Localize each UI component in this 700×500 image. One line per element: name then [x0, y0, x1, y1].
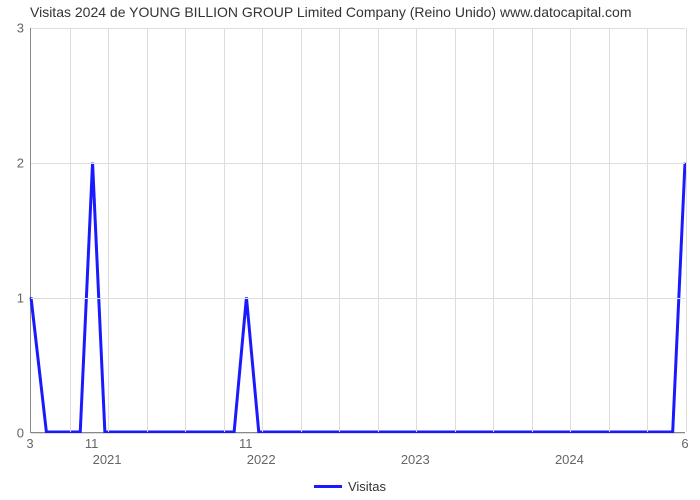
gridline-v: [70, 28, 71, 432]
x-axis-secondary-label: 3: [26, 436, 33, 451]
gridline-h: [31, 163, 685, 164]
gridline-v: [185, 28, 186, 432]
plot-area: [30, 28, 685, 433]
y-axis-label: 1: [10, 291, 24, 306]
gridline-v: [301, 28, 302, 432]
x-axis-year-label: 2023: [401, 452, 430, 467]
x-axis-secondary-label: 11: [85, 436, 99, 451]
x-axis-secondary-label: 11: [239, 436, 253, 451]
legend-label: Visitas: [348, 479, 386, 494]
x-axis-secondary-label: 6: [681, 436, 688, 451]
legend: Visitas: [0, 478, 700, 494]
x-axis-year-label: 2021: [93, 452, 122, 467]
legend-swatch: [314, 485, 342, 488]
gridline-h: [31, 28, 685, 29]
gridline-v: [647, 28, 648, 432]
gridline-v: [147, 28, 148, 432]
y-axis-label: 3: [10, 21, 24, 36]
gridline-v: [416, 28, 417, 432]
gridline-v: [224, 28, 225, 432]
chart-container: Visitas 2024 de YOUNG BILLION GROUP Limi…: [0, 0, 700, 500]
line-series-svg: [31, 28, 685, 432]
gridline-h: [31, 433, 685, 434]
gridline-v: [570, 28, 571, 432]
gridline-v: [378, 28, 379, 432]
gridline-v: [108, 28, 109, 432]
gridline-v: [609, 28, 610, 432]
y-axis-label: 0: [10, 426, 24, 441]
gridline-v: [339, 28, 340, 432]
x-axis-year-label: 2024: [555, 452, 584, 467]
gridline-v: [532, 28, 533, 432]
gridline-v: [262, 28, 263, 432]
gridline-v: [455, 28, 456, 432]
chart-title: Visitas 2024 de YOUNG BILLION GROUP Limi…: [30, 4, 632, 20]
gridline-v: [493, 28, 494, 432]
x-axis-year-label: 2022: [247, 452, 276, 467]
y-axis-label: 2: [10, 156, 24, 171]
gridline-h: [31, 298, 685, 299]
gridline-v: [686, 28, 687, 432]
